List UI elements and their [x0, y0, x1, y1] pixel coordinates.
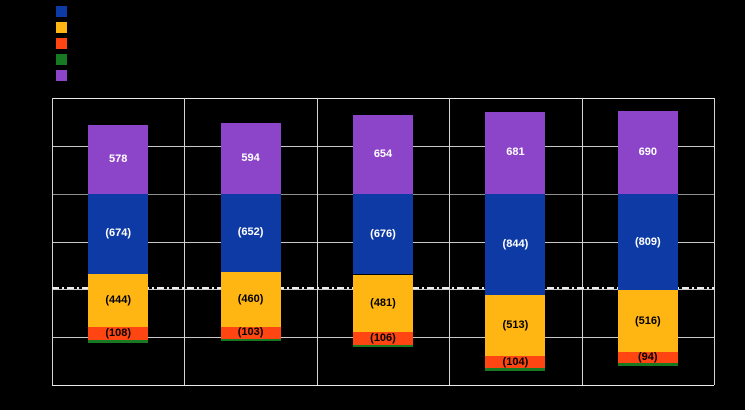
bar-5-segment-orange: (94)	[617, 351, 678, 364]
bar-1-segment-gold: (444)	[88, 274, 149, 328]
bar-2-segment-green	[220, 338, 281, 342]
bar-1-blue-value-label: (674)	[105, 227, 132, 240]
bar-4-segment-green	[485, 368, 546, 371]
bar-4-blue-value-label: (844)	[502, 237, 529, 250]
bar-3-segment-purple: 654	[353, 115, 413, 194]
gridline-v-2	[316, 98, 318, 385]
bar-2-gold-value-label: (460)	[237, 292, 264, 305]
legend-swatch-blue	[56, 6, 67, 17]
bar-4-segment-purple: 681	[485, 112, 546, 194]
bar-2-segment-purple: 594	[220, 122, 281, 194]
legend-swatch-gold	[56, 22, 67, 33]
bar-4-gold-value-label: (513)	[502, 318, 529, 331]
bar-1: 578 (674) (444) (108)	[88, 98, 149, 385]
gridline-v-4	[581, 98, 583, 385]
bar-2-orange-value-label: (103)	[237, 326, 264, 339]
bar-5-segment-gold: (516)	[617, 290, 678, 353]
axis-left	[52, 98, 53, 385]
bar-1-gold-value-label: (444)	[105, 294, 132, 307]
bar-1-purple-value-label: 578	[109, 152, 128, 165]
bar-3-segment-gold: (481)	[353, 274, 413, 333]
legend-swatch-green	[56, 54, 67, 65]
bar-2-blue-value-label: (652)	[237, 226, 264, 239]
bar-4-orange-value-label: (104)	[502, 355, 529, 368]
bar-3: 654 (676) (481) (106)	[353, 98, 413, 385]
gridline-v-1	[184, 98, 186, 385]
bar-1-segment-orange: (108)	[88, 327, 149, 341]
bar-1-segment-green	[88, 340, 149, 343]
bar-4-purple-value-label: 681	[506, 146, 525, 159]
bar-2-segment-blue: (652)	[220, 193, 281, 272]
legend-swatch-purple	[56, 70, 67, 81]
bar-5-purple-value-label: 690	[638, 145, 657, 158]
plot-border-right	[714, 98, 715, 385]
bar-1-segment-blue: (674)	[88, 193, 149, 275]
plot-area: 578 (674) (444) (108) 594 (652) (460) (103) 654 (…	[52, 98, 715, 386]
bar-5-segment-purple: 690	[617, 111, 678, 194]
bar-3-segment-green	[353, 344, 413, 348]
bar-4-segment-blue: (844)	[485, 193, 546, 295]
bar-3-blue-value-label: (676)	[370, 227, 396, 240]
bar-5-segment-green	[617, 363, 678, 366]
bar-1-segment-purple: 578	[88, 124, 149, 194]
gridline-h--1600	[52, 385, 714, 386]
bar-5: 690 (809) (516) (94)	[617, 98, 678, 385]
bar-5-segment-blue: (809)	[617, 193, 678, 291]
gridline-v-3	[449, 98, 451, 385]
bar-2: 594 (652) (460) (103)	[220, 98, 281, 385]
bar-2-segment-gold: (460)	[220, 271, 281, 327]
bar-3-gold-value-label: (481)	[370, 296, 396, 309]
legend-swatch-orange	[56, 38, 67, 49]
bar-2-purple-value-label: 594	[241, 151, 260, 164]
bar-3-orange-value-label: (106)	[370, 331, 396, 344]
bar-5-gold-value-label: (516)	[634, 314, 661, 327]
bar-3-segment-blue: (676)	[353, 193, 413, 275]
bar-3-purple-value-label: 654	[373, 148, 393, 161]
bar-4: 681 (844) (513) (104)	[485, 98, 546, 385]
bar-5-orange-value-label: (94)	[638, 351, 658, 364]
bar-1-orange-value-label: (108)	[105, 327, 132, 340]
bar-4-segment-gold: (513)	[485, 294, 546, 356]
bar-4-segment-orange: (104)	[485, 355, 546, 369]
gridline-h-800	[52, 98, 714, 99]
bar-3-segment-orange: (106)	[353, 332, 413, 345]
bar-5-blue-value-label: (809)	[634, 235, 661, 248]
bar-2-segment-orange: (103)	[220, 326, 281, 339]
